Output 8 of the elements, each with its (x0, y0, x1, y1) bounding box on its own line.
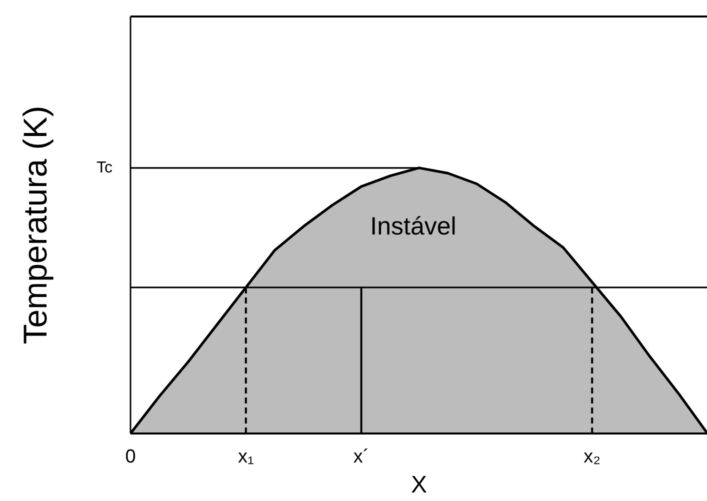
annotation: Instável (370, 212, 456, 240)
x-tick-label: x´ (353, 446, 370, 468)
y-axis-title: Temperatura (K) (16, 106, 54, 344)
x-tick-label: x₁ (238, 446, 254, 468)
x-tick-label: 0 (125, 446, 136, 468)
x-axis-title: X (410, 472, 428, 498)
ref-line-label: Tc (96, 159, 112, 176)
x-tick-label: x₂ (584, 446, 601, 468)
